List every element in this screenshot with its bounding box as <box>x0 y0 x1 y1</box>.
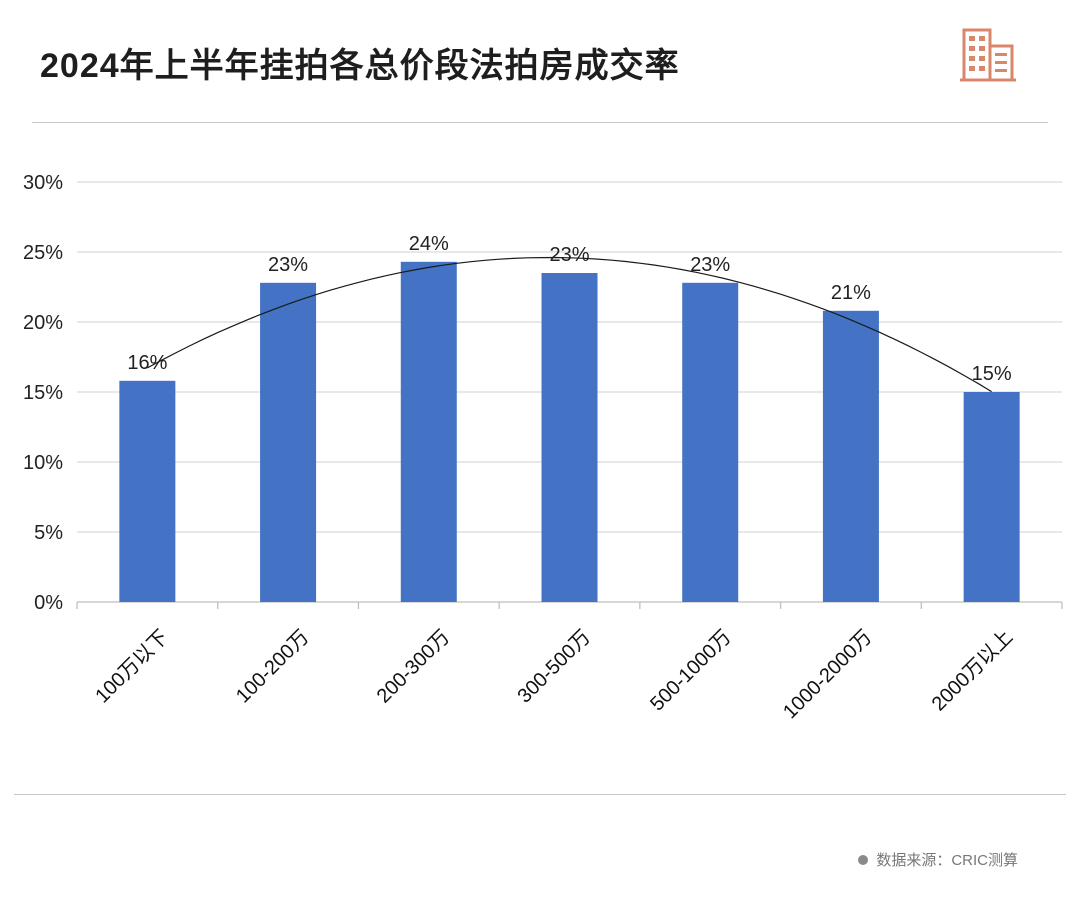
x-category-label: 2000万以上 <box>927 625 1017 715</box>
bar <box>541 273 598 602</box>
x-category-label: 100万以下 <box>91 626 173 708</box>
data-source-note: 数据来源：CRIC测算 <box>858 849 1018 870</box>
y-tick-label: 15% <box>23 382 63 404</box>
trendline <box>147 256 992 393</box>
bar-chart: 0% 5% 10% 15% 20% 25% 30% 16% 100万以下 23% 100-200万 2… <box>23 172 1063 723</box>
data-label: 21% <box>831 282 871 304</box>
data-label: 16% <box>127 352 167 374</box>
page-title: 2024年上半年挂拍各总价段法拍房成交率 <box>40 47 680 85</box>
data-label: 15% <box>972 363 1012 385</box>
footer-divider <box>14 794 1066 795</box>
bar <box>963 392 1020 602</box>
bar <box>260 282 317 602</box>
data-source-text: 数据来源：CRIC测算 <box>876 852 1018 869</box>
data-label: 23% <box>268 254 308 276</box>
y-tick-label: 10% <box>23 452 63 474</box>
bullet-dot <box>858 854 869 865</box>
bar <box>400 261 457 602</box>
data-label: 24% <box>409 233 449 255</box>
x-category-label: 300-500万 <box>513 626 595 708</box>
bar <box>682 282 739 602</box>
y-tick-label: 20% <box>23 312 63 334</box>
x-category-label: 500-1000万 <box>646 626 735 715</box>
data-label: 23% <box>690 254 730 276</box>
x-category-label: 100-200万 <box>232 626 314 708</box>
x-category-label: 200-300万 <box>373 626 455 708</box>
x-category-label: 1000-2000万 <box>779 626 876 723</box>
header-divider <box>32 122 1048 123</box>
y-tick-label: 30% <box>23 172 63 194</box>
bar <box>119 380 176 602</box>
y-tick-label: 0% <box>34 592 63 614</box>
y-tick-label: 5% <box>34 522 63 544</box>
building-icon <box>960 28 1016 82</box>
data-label: 23% <box>549 244 589 266</box>
y-tick-label: 25% <box>23 242 63 264</box>
bar <box>822 310 879 602</box>
